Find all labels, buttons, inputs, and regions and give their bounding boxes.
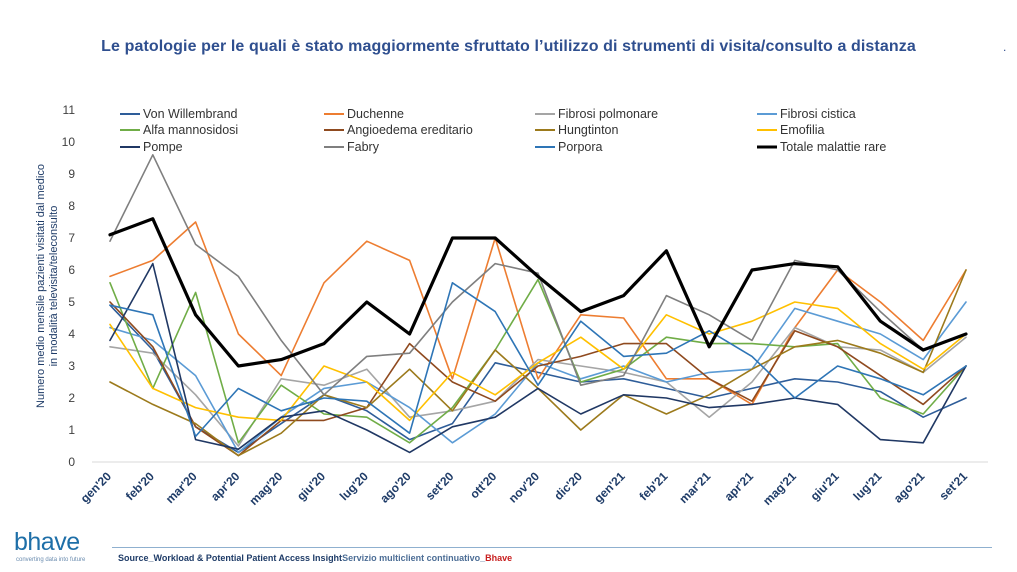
y-tick-label: 4 bbox=[68, 327, 75, 341]
legend-label: Fabry bbox=[347, 140, 380, 154]
series-line-fibrosi-polmonare bbox=[109, 326, 967, 447]
legend-label: Porpora bbox=[558, 140, 603, 154]
x-tick-label: ago'20 bbox=[377, 469, 414, 506]
x-tick-label: nov'20 bbox=[506, 469, 543, 506]
series-line-pompe bbox=[109, 262, 967, 454]
x-tick-label: set'20 bbox=[423, 469, 457, 503]
source-part-3: Bhave bbox=[485, 553, 513, 563]
legend: Von Willembrand Duchenne Fibrosi polmonare… bbox=[120, 107, 886, 154]
y-tick-label: 7 bbox=[68, 231, 75, 245]
x-tick-label: mag'21 bbox=[760, 469, 799, 508]
x-tick-label: mag'20 bbox=[247, 469, 286, 508]
x-tick-label: giu'21 bbox=[808, 469, 842, 503]
legend-label: Fibrosi polmonare bbox=[558, 107, 658, 121]
y-tick-label: 0 bbox=[68, 455, 75, 469]
source-part-1: Source_Workload & Potential Patient Acce… bbox=[118, 553, 343, 563]
x-tick-label: apr'20 bbox=[208, 469, 243, 504]
y-axis-label-line: in modalità televisita/teleconsulto bbox=[48, 206, 60, 367]
legend-label: Totale malattie rare bbox=[780, 140, 886, 154]
x-tick-label: giu'20 bbox=[294, 469, 328, 503]
x-tick-label: apr'21 bbox=[722, 469, 757, 504]
x-tick-label: feb'20 bbox=[123, 469, 157, 503]
y-tick-label: 11 bbox=[63, 103, 76, 117]
x-tick-label: gen'21 bbox=[591, 469, 628, 506]
line-chart: Numero medio mensile pazienti visitati d… bbox=[35, 103, 988, 508]
legend-label: Hungtinton bbox=[558, 123, 619, 137]
y-tick-label: 3 bbox=[68, 359, 75, 373]
x-tick-label: gen'20 bbox=[78, 469, 115, 506]
y-tick-label: 10 bbox=[62, 135, 76, 149]
series-line-angioedema-ereditario bbox=[109, 301, 967, 457]
x-tick-label: lug'20 bbox=[337, 469, 371, 503]
x-tick-label: ott'20 bbox=[467, 469, 499, 501]
legend-label: Angioedema ereditario bbox=[347, 123, 473, 137]
x-tick-label: set'21 bbox=[937, 469, 971, 503]
x-tick-label: mar'21 bbox=[676, 469, 713, 506]
bhave-logo: bhave converting data into future bbox=[14, 528, 114, 568]
legend-label: Alfa mannosidosi bbox=[143, 123, 238, 137]
x-tick-label: lug'21 bbox=[850, 469, 884, 503]
y-tick-label: 9 bbox=[68, 167, 75, 181]
source-part-2: Servizio multiclient continuativo_ bbox=[342, 553, 486, 563]
y-tick-label: 2 bbox=[68, 391, 75, 405]
logo-word: bhave bbox=[14, 528, 80, 556]
source-note: Source_Workload & Potential Patient Acce… bbox=[118, 553, 512, 563]
series-line-von-willembrand bbox=[109, 304, 967, 454]
series-line-alfa-mannosidosi bbox=[109, 278, 967, 444]
y-tick-label: 5 bbox=[68, 295, 75, 309]
series-line-emofilia bbox=[109, 301, 967, 422]
y-tick-label: 8 bbox=[68, 199, 75, 213]
y-tick-label: 1 bbox=[68, 423, 75, 437]
x-tick-label: mar'20 bbox=[163, 469, 200, 506]
y-axis-label-group: Numero medio mensile pazienti visitati d… bbox=[35, 164, 60, 408]
page-title: Le patologie per le quali è stato maggio… bbox=[101, 38, 916, 55]
title-mark: . bbox=[1003, 40, 1007, 54]
legend-label: Von Willembrand bbox=[143, 107, 238, 121]
series-line-totale-malattie-rare bbox=[108, 217, 968, 368]
legend-label: Pompe bbox=[143, 140, 183, 154]
y-axis-label-line: Numero medio mensile pazienti visitati d… bbox=[35, 164, 47, 408]
x-tick-label: ago'21 bbox=[891, 469, 928, 506]
series-line-duchenne bbox=[109, 221, 967, 406]
legend-label: Fibrosi cistica bbox=[780, 107, 856, 121]
series-lines bbox=[108, 154, 968, 457]
legend-label: Emofilia bbox=[780, 123, 825, 137]
x-axis-ticks: gen'20 feb'20 mar'20 apr'20 mag'20 giu'20 lug'… bbox=[78, 469, 971, 508]
y-axis-ticks: 0 1 2 3 4 5 6 7 8 9 10 11 bbox=[62, 103, 76, 469]
x-tick-label: feb'21 bbox=[636, 469, 670, 503]
footer-divider bbox=[112, 547, 992, 548]
y-tick-label: 6 bbox=[68, 263, 75, 277]
series-line-porpora bbox=[109, 281, 967, 438]
x-tick-label: dic'20 bbox=[551, 469, 585, 503]
legend-label: Duchenne bbox=[347, 107, 404, 121]
logo-tagline: converting data into future bbox=[16, 557, 86, 563]
